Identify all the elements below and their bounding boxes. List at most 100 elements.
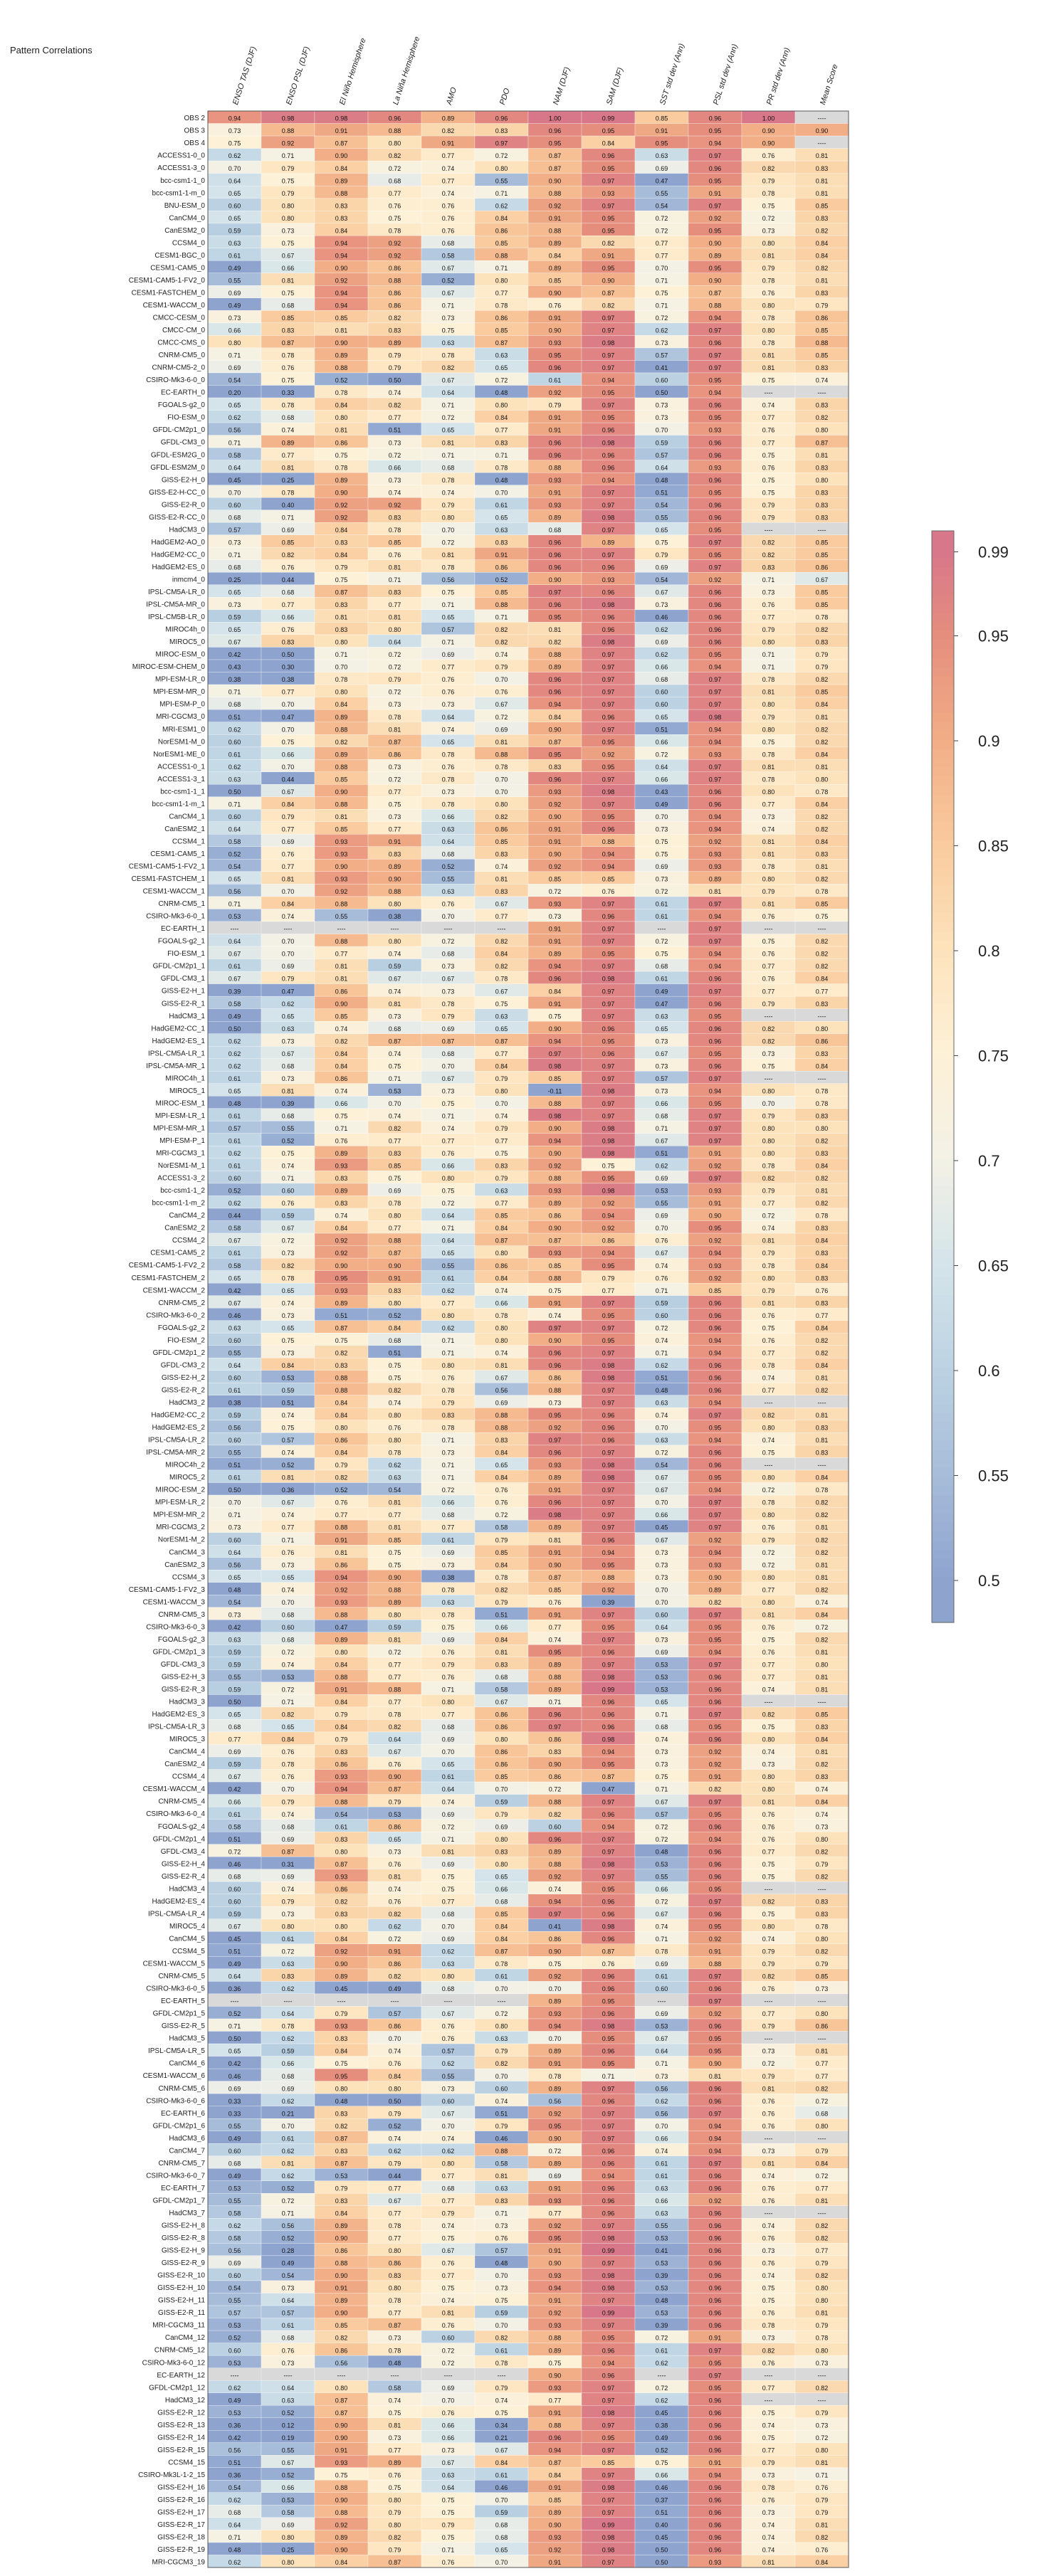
cell-value: 0.58 (389, 2385, 401, 2392)
cell-value: 0.52 (282, 2185, 295, 2192)
cell-value: 0.80 (335, 2085, 348, 2092)
cell-value: 0.82 (762, 539, 775, 546)
cell-value: 0.84 (549, 2471, 562, 2479)
cell-value: 0.85 (495, 589, 508, 596)
cell-value: 0.79 (762, 888, 775, 895)
cell-value: 0.96 (709, 1823, 722, 1830)
cell-value: 0.71 (442, 601, 455, 608)
cell-value: 0.68 (282, 2335, 295, 2342)
cell-value: 0.76 (442, 1374, 455, 1381)
cell-value: 0.53 (282, 1374, 295, 1381)
cell-value: 0.72 (389, 776, 401, 783)
cell-value: 0.74 (282, 1811, 295, 1818)
cell-value: 0.78 (442, 352, 455, 359)
cell-value: 0.96 (602, 564, 615, 571)
cell-value: 0.97 (709, 1138, 722, 1145)
cell-value: 0.71 (442, 1225, 455, 1232)
cell-value: 0.76 (442, 202, 455, 209)
cell-value: 0.83 (816, 1225, 829, 1232)
cell-value: 0.84 (816, 2160, 829, 2167)
cell-value: 0.96 (709, 626, 722, 633)
cell-value: 0.91 (709, 1150, 722, 1157)
cell-value: 0.76 (389, 2060, 401, 2067)
cell-value: 0.38 (282, 676, 295, 683)
cell-value: 0.74 (442, 1125, 455, 1132)
cell-value: 0.82 (335, 739, 348, 746)
cell-value: 0.80 (816, 1836, 829, 1843)
row-label: GISS-E2-H_11 (158, 2297, 205, 2305)
cell-value: 0.90 (335, 265, 348, 272)
cell-value: 0.97 (602, 926, 615, 933)
cell-value: 0.90 (762, 140, 775, 147)
cell-value: 0.74 (335, 1025, 348, 1033)
cell-value: 0.80 (389, 938, 401, 945)
cell-value: 0.75 (389, 1062, 401, 1070)
cell-value: 0.55 (335, 913, 348, 920)
colorbar-segment (932, 658, 954, 668)
cell-value: 0.74 (282, 1163, 295, 1170)
cell-value: 0.79 (335, 1736, 348, 1743)
cell-value: 0.97 (602, 2422, 615, 2429)
cell-value: 0.91 (549, 1611, 562, 1618)
cell-value: 0.98 (602, 1150, 615, 1157)
cell-value: 0.48 (229, 1100, 241, 1107)
cell-value: 0.67 (229, 1923, 241, 1930)
cell-value: 0.95 (656, 140, 668, 147)
cell-value: 0.74 (495, 863, 508, 870)
row-label: GISS-E2-H_4 (162, 1860, 206, 1868)
cell-value: 0.97 (602, 801, 615, 808)
cell-value: 0.95 (602, 165, 615, 172)
cell-value: 0.52 (495, 576, 508, 584)
cell-value: 0.76 (762, 976, 775, 983)
cell-value: 0.82 (389, 1973, 401, 1980)
row-label: HadCM3_5 (169, 2035, 205, 2043)
cell-value: 0.90 (549, 1948, 562, 1955)
cell-value: 0.87 (442, 1038, 455, 1045)
cell-value: 0.95 (549, 751, 562, 758)
cell-value: 0.64 (656, 1624, 668, 1631)
cell-value: 0.55 (656, 2222, 668, 2229)
cell-value: 0.97 (602, 1611, 615, 1618)
cell-value: 0.65 (229, 1274, 241, 1282)
cell-value: 0.36 (282, 1487, 295, 1494)
cell-value: 0.92 (709, 838, 722, 845)
cell-value: 0.71 (229, 352, 241, 359)
cell-value: 0.96 (709, 2509, 722, 2516)
cell-value: 0.55 (229, 1349, 241, 1356)
cell-value: 0.81 (816, 1412, 829, 1419)
cell-value: 0.75 (762, 1636, 775, 1643)
cell-value: 0.79 (762, 1960, 775, 1968)
cell-value: 0.71 (282, 1175, 295, 1182)
cell-value: 0.93 (549, 788, 562, 796)
cell-value: 0.96 (709, 2285, 722, 2292)
cell-value: 0.99 (602, 115, 615, 122)
cell-value: 0.72 (442, 938, 455, 945)
cell-value: 0.90 (709, 1213, 722, 1220)
cell-value: 0.67 (442, 377, 455, 384)
cell-value: 0.94 (709, 726, 722, 733)
cell-value: 0.83 (549, 1748, 562, 1756)
cell-value: 0.82 (762, 2347, 775, 2354)
cell-value: 0.85 (335, 776, 348, 783)
cell-value: 0.79 (495, 1536, 508, 1543)
cell-value: 0.53 (282, 1674, 295, 1681)
cell-value: 0.95 (602, 389, 615, 396)
cell-value: 0.84 (495, 414, 508, 421)
cell-value: 0.72 (656, 1450, 668, 1457)
cell-value: 0.53 (229, 2322, 241, 2329)
cell-value: 0.76 (762, 290, 775, 297)
cell-value: 0.83 (495, 1437, 508, 1444)
cell-value: 0.74 (656, 1923, 668, 1930)
cell-value: 0.69 (442, 651, 455, 658)
cell-value: 0.62 (656, 2397, 668, 2404)
cell-value: ---- (231, 926, 239, 933)
cell-value: 0.92 (602, 751, 615, 758)
colorbar-segment (932, 731, 954, 741)
column-label: PDO (498, 87, 512, 106)
cell-value: 0.84 (335, 701, 348, 708)
cell-value: 0.87 (389, 2559, 401, 2566)
cell-value: 0.90 (549, 851, 562, 858)
cell-value: 0.74 (442, 489, 455, 496)
cell-value: 0.99 (602, 1686, 615, 1694)
cell-value: 0.86 (549, 1773, 562, 1780)
